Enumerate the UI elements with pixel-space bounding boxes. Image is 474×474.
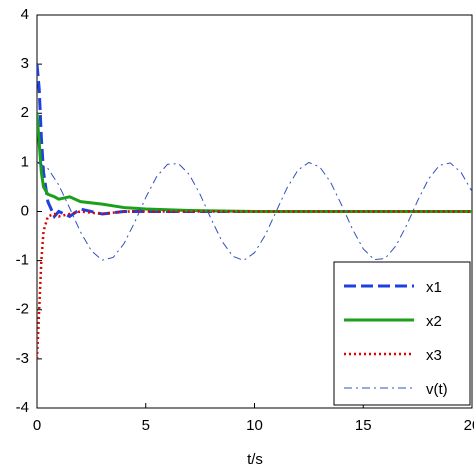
y-tick-label: -2 — [16, 301, 29, 318]
legend-box — [333, 261, 471, 406]
y-tick-label: -1 — [16, 252, 29, 269]
legend-label: x1 — [426, 279, 442, 296]
y-tick-label: 3 — [21, 55, 29, 72]
x-tick-label: 0 — [33, 417, 41, 434]
series-line — [37, 161, 472, 262]
series-line — [37, 210, 472, 359]
series-line — [37, 63, 472, 220]
x-tick-label: 5 — [142, 417, 150, 434]
x-tick-label: 10 — [246, 417, 263, 434]
y-tick-label: -3 — [16, 350, 29, 367]
legend-label: x2 — [426, 313, 442, 330]
y-tick-label: 0 — [21, 202, 29, 219]
y-tick-label: 4 — [21, 6, 29, 23]
x-tick-label: 20 — [464, 417, 474, 434]
legend-label: v(t) — [426, 381, 448, 398]
y-tick-label: 2 — [21, 104, 29, 121]
x-tick-label: 15 — [355, 417, 372, 434]
y-tick-label: -4 — [16, 399, 29, 416]
series-line — [37, 113, 472, 213]
y-tick-label: 1 — [21, 153, 29, 170]
x-axis-label: t/s — [247, 451, 263, 468]
legend-label: x3 — [426, 347, 442, 364]
